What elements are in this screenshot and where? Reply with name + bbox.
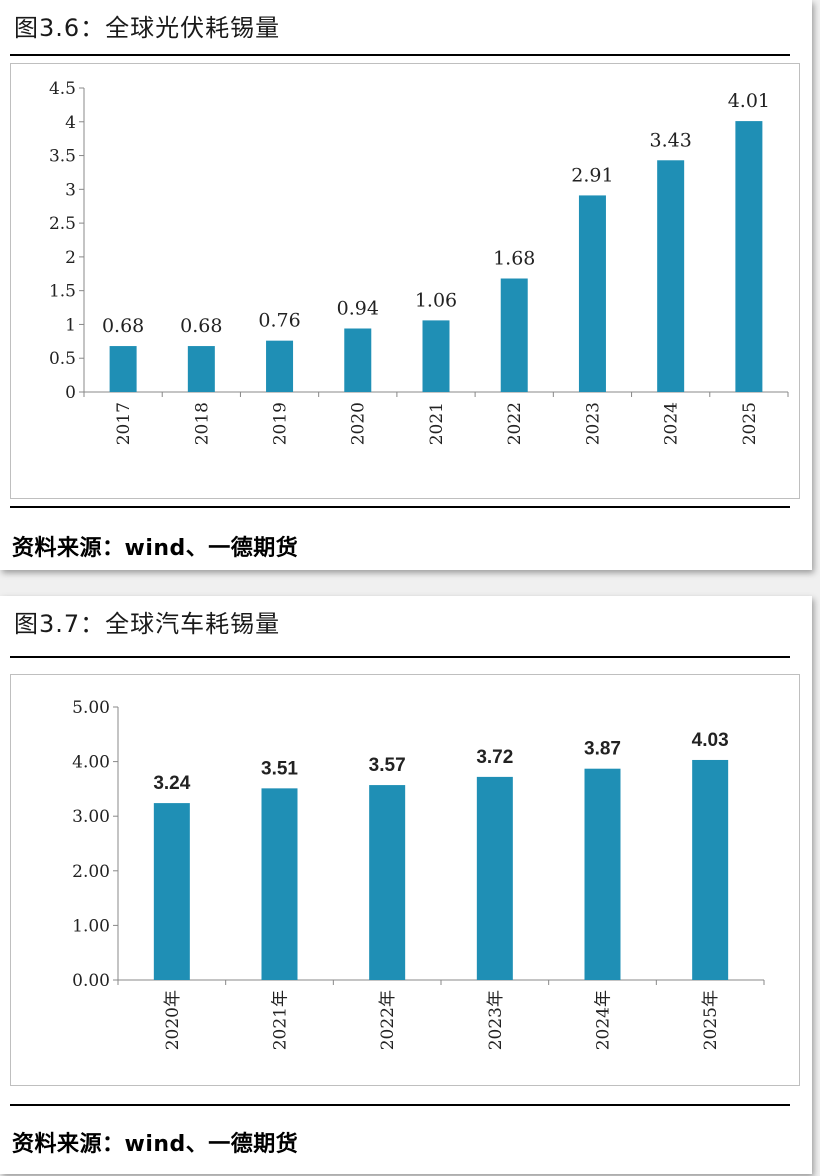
x-tick-label: 2022年 xyxy=(378,990,398,1050)
x-tick-label: 2022 xyxy=(505,402,525,445)
bar-chart-auto: 0.00 1.00 2.00 3.00 4.00 5.00 3.24 2020年 3.51 202… xyxy=(72,698,765,1050)
source-text: 资料来源：wind、一德期货 xyxy=(12,536,299,561)
data-label: 2.91 xyxy=(571,164,613,186)
bar-2025 xyxy=(735,121,763,392)
data-label: 0.68 xyxy=(180,315,222,337)
data-label: 3.72 xyxy=(476,747,513,768)
figure-title: 图3.6：全球光伏耗锡量 xyxy=(14,14,281,42)
data-label: 1.68 xyxy=(493,248,535,270)
data-label: 3.51 xyxy=(261,758,298,779)
bar-2024年 xyxy=(584,768,621,980)
x-tick-label: 2023 xyxy=(583,402,603,445)
x-tick-label: 2020 xyxy=(349,402,369,445)
y-tick-label: 3.00 xyxy=(72,807,110,827)
source-rule xyxy=(10,506,790,508)
bar-2020 xyxy=(344,328,372,392)
y-tick-label: 1.5 xyxy=(49,282,76,302)
bar-2022年 xyxy=(369,785,406,980)
bar-2020年 xyxy=(153,803,190,980)
data-label: 3.24 xyxy=(153,773,190,794)
x-tick-label: 2024年 xyxy=(593,990,613,1050)
y-tick-label: 0.5 xyxy=(49,349,76,369)
data-label: 4.01 xyxy=(728,90,770,112)
data-label: 0.76 xyxy=(258,310,300,332)
data-label: 3.87 xyxy=(584,739,621,760)
y-tick-label: 0.00 xyxy=(72,971,110,991)
data-label: 0.68 xyxy=(102,315,144,337)
data-label: 4.03 xyxy=(692,730,729,751)
y-tick-label: 5.00 xyxy=(72,698,110,718)
bar-2019 xyxy=(266,340,294,392)
bar-2023年 xyxy=(476,776,513,980)
chart-panel-auto: 图3.7：全球汽车耗锡量 0.00 1.00 2.00 3.00 4.00 5.00 3.2… xyxy=(0,596,812,1174)
bar-2025年 xyxy=(692,759,729,980)
x-tick-label: 2025年 xyxy=(701,990,721,1050)
title-rule xyxy=(10,656,790,658)
data-label: 1.06 xyxy=(415,289,457,311)
x-tick-label: 2019 xyxy=(271,402,291,445)
data-label: 3.57 xyxy=(369,755,406,776)
x-tick-label: 2021 xyxy=(427,402,447,445)
source-rule xyxy=(10,1104,790,1106)
y-tick-label: 1.00 xyxy=(72,916,110,936)
figure-title: 图3.7：全球汽车耗锡量 xyxy=(14,610,281,638)
y-tick-label: 0 xyxy=(65,383,76,403)
bar-2017 xyxy=(109,346,137,392)
y-tick-label: 3.5 xyxy=(49,147,76,167)
bar-2022 xyxy=(500,278,528,392)
x-tick-label: 2018 xyxy=(192,402,212,445)
data-label: 3.43 xyxy=(650,129,692,151)
title-rule xyxy=(10,54,790,56)
bar-2018 xyxy=(187,346,215,392)
bar-2021 xyxy=(422,320,450,392)
y-tick-label: 1 xyxy=(65,315,76,335)
y-tick-label: 4.00 xyxy=(72,753,110,773)
x-tick-label: 2017 xyxy=(114,402,134,445)
x-tick-label: 2024 xyxy=(662,402,682,445)
y-tick-label: 2.00 xyxy=(72,862,110,882)
bar-2024 xyxy=(657,160,685,392)
y-tick-label: 2.5 xyxy=(49,214,76,234)
bar-chart-pv: 0 0.5 1 1.5 2 2.5 3 3.5 4 4.5 0.68 2017 0.68 2018 0.76… xyxy=(49,79,789,445)
source-text: 资料来源：wind、一德期货 xyxy=(12,1132,299,1157)
y-tick-label: 3 xyxy=(65,180,76,200)
y-tick-label: 4 xyxy=(65,113,76,133)
chart-panel-pv: 图3.6：全球光伏耗锡量 0 0.5 1 1.5 2 2.5 3 3.5 4 4.5 0.68 201… xyxy=(0,0,812,570)
x-tick-label: 2020年 xyxy=(163,990,183,1050)
x-tick-label: 2021年 xyxy=(270,990,290,1050)
bar-2021年 xyxy=(261,788,298,980)
x-tick-label: 2025 xyxy=(740,402,760,445)
data-label: 0.94 xyxy=(337,297,379,319)
x-tick-label: 2023年 xyxy=(486,990,506,1050)
bar-2023 xyxy=(578,195,606,392)
y-tick-label: 2 xyxy=(65,248,76,268)
y-tick-label: 4.5 xyxy=(49,79,76,99)
